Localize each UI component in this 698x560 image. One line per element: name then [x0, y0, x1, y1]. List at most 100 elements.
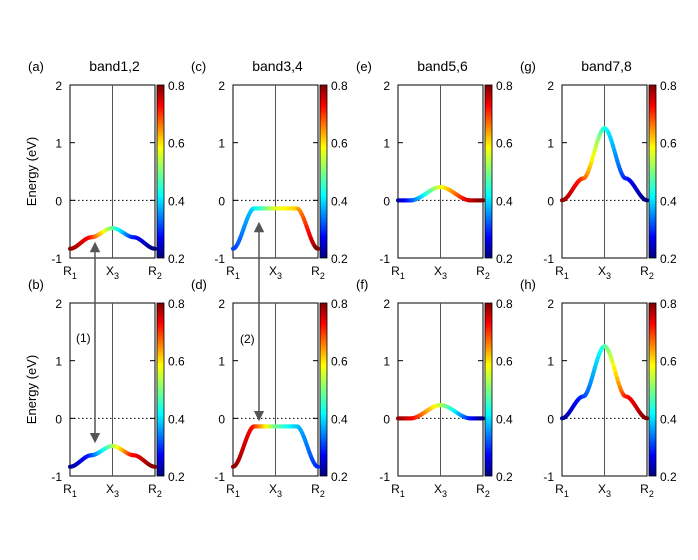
- colorbar-tick-label: 0.4: [660, 194, 677, 208]
- y-tick-label: 1: [218, 137, 225, 151]
- y-tick-label: 0: [55, 412, 62, 426]
- colorbar-tick-label: 0.8: [496, 79, 513, 93]
- panel-label: (g): [520, 59, 536, 74]
- y-tick-label: -1: [51, 470, 62, 484]
- x-tick-label: X3: [106, 264, 119, 281]
- colorbar: [319, 84, 328, 259]
- colorbar-tick-label: 0.8: [660, 297, 677, 311]
- y-tick-label: -1: [543, 470, 554, 484]
- panel-title: band3,4: [252, 58, 303, 74]
- colorbar-tick-label: 0.4: [168, 194, 185, 208]
- band-curve: [396, 185, 485, 203]
- colorbar-tick-label: 0.2: [660, 470, 677, 484]
- colorbar-tick-label: 0.6: [496, 355, 513, 369]
- x-tick-label: X3: [598, 264, 611, 281]
- band-curve: [560, 126, 649, 203]
- x-tick-label: X3: [269, 264, 282, 281]
- x-tick-label: R2: [311, 482, 325, 499]
- band-curve: [396, 403, 485, 421]
- x-tick-label: X3: [434, 264, 447, 281]
- colorbar-tick-label: 0.4: [168, 412, 185, 426]
- band-curve: [560, 344, 649, 421]
- colorbar-tick-label: 0.6: [496, 137, 513, 151]
- y-tick-label: 1: [55, 355, 62, 369]
- y-tick-label: -1: [214, 252, 225, 266]
- colorbar-tick-label: 0.2: [331, 470, 348, 484]
- x-tick-label: R1: [226, 264, 240, 281]
- colorbar-tick-label: 0.4: [496, 194, 513, 208]
- band-curve: [68, 226, 157, 251]
- colorbar-tick-label: 0.6: [331, 355, 348, 369]
- x-tick-label: R2: [640, 482, 654, 499]
- y-tick-label: 2: [55, 79, 62, 93]
- colorbar-tick-label: 0.2: [168, 470, 185, 484]
- y-tick-label: 2: [383, 297, 390, 311]
- colorbar-tick-label: 0.8: [660, 79, 677, 93]
- y-tick-label: 1: [218, 355, 225, 369]
- colorbar-tick-label: 0.8: [168, 79, 185, 93]
- x-tick-label: X3: [106, 482, 119, 499]
- y-tick-label: 0: [55, 194, 62, 208]
- colorbar-tick-label: 0.2: [496, 252, 513, 266]
- colorbar-tick-label: 0.2: [496, 470, 513, 484]
- x-tick-label: R2: [476, 264, 490, 281]
- y-tick-label: 0: [218, 194, 225, 208]
- panel-label: (h): [520, 277, 536, 292]
- panel-label: (d): [191, 277, 207, 292]
- y-tick-label: -1: [379, 252, 390, 266]
- x-tick-label: X3: [598, 482, 611, 499]
- y-tick-label: 1: [547, 355, 554, 369]
- x-tick-label: R2: [148, 264, 162, 281]
- colorbar-tick-label: 0.8: [331, 79, 348, 93]
- y-tick-label: 2: [547, 297, 554, 311]
- colorbar-tick-label: 0.8: [496, 297, 513, 311]
- y-tick-label: 2: [547, 79, 554, 93]
- x-tick-label: X3: [434, 482, 447, 499]
- y-tick-label: 1: [55, 137, 62, 151]
- colorbar-tick-label: 0.6: [331, 137, 348, 151]
- y-axis-label: Energy (eV): [24, 137, 39, 206]
- panel-label: (c): [191, 59, 206, 74]
- colorbar-tick-label: 0.4: [660, 412, 677, 426]
- y-tick-label: 1: [547, 137, 554, 151]
- panel-label: (b): [28, 277, 44, 292]
- colorbar-tick-label: 0.2: [168, 252, 185, 266]
- panel-label: (f): [356, 277, 368, 292]
- y-tick-label: 2: [383, 79, 390, 93]
- y-tick-label: 1: [383, 355, 390, 369]
- x-tick-label: R2: [148, 482, 162, 499]
- colorbar: [484, 302, 493, 477]
- colorbar-tick-label: 0.8: [331, 297, 348, 311]
- colorbar: [156, 84, 165, 259]
- x-tick-label: R1: [391, 482, 405, 499]
- x-tick-label: R2: [640, 264, 654, 281]
- panel-a: (a) band1,2 2 1 0 -1R1 X3 R2 Energy (eV) 0.8 0.6 0.…: [24, 58, 185, 281]
- y-tick-label: 1: [383, 137, 390, 151]
- x-tick-label: R2: [311, 264, 325, 281]
- colorbar-tick-label: 0.4: [331, 412, 348, 426]
- x-tick-label: R1: [63, 482, 77, 499]
- colorbar-tick-label: 0.6: [660, 355, 677, 369]
- panel-title: band5,6: [417, 58, 468, 74]
- panel-d: (d) 2 1 0 -1R1 X3 R2 0.8 0.6 0.4 0.2: [191, 277, 348, 499]
- y-tick-label: 0: [547, 412, 554, 426]
- colorbar-tick-label: 0.8: [168, 297, 185, 311]
- colorbar: [484, 84, 493, 259]
- y-tick-label: 2: [218, 297, 225, 311]
- band-segment: [314, 246, 320, 251]
- colorbar: [156, 302, 165, 477]
- colorbar-tick-label: 0.4: [496, 412, 513, 426]
- y-axis-label: Energy (eV): [24, 355, 39, 424]
- panel-b: (b) 2 1 0 -1R1 X3 R2 Energy (eV) 0.8 0.6 0.4 0.2: [24, 277, 185, 499]
- y-tick-label: 0: [218, 412, 225, 426]
- panel-e: (e) band5,6 2 1 0 -1R1 X3 R2 0.8 0.6 0.4 0.2: [356, 58, 513, 281]
- panel-title: band7,8: [581, 58, 632, 74]
- panel-label: (a): [28, 59, 44, 74]
- colorbar: [648, 302, 657, 477]
- band-segment: [314, 464, 320, 469]
- x-tick-label: R1: [226, 482, 240, 499]
- colorbar: [648, 84, 657, 259]
- y-tick-label: -1: [214, 470, 225, 484]
- colorbar-tick-label: 0.6: [168, 137, 185, 151]
